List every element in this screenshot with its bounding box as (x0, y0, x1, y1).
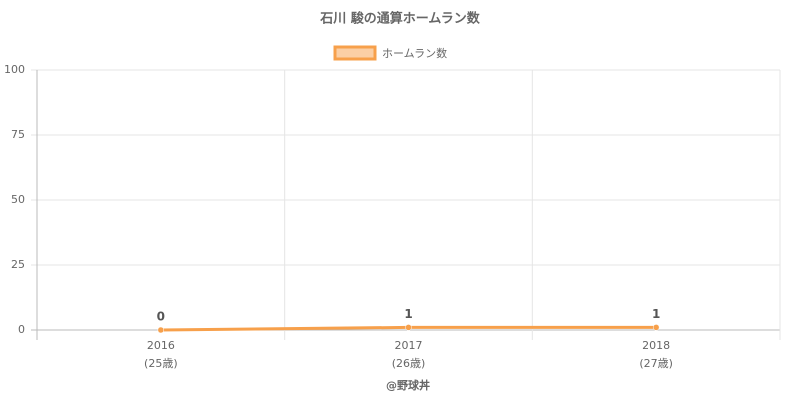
x-tick-label: 2017 (395, 339, 423, 352)
point (652, 324, 660, 331)
legend-swatch (333, 45, 377, 61)
legend-label: ホームラン数 (382, 47, 447, 60)
x-tick-label: (25歳) (144, 357, 178, 370)
point (405, 324, 412, 331)
x-tick-label: 2018 (642, 339, 670, 352)
y-tick-label: 50 (11, 193, 25, 206)
data-label: 0 (157, 310, 165, 324)
point (157, 326, 165, 334)
x-tick-label: (27歳) (639, 357, 673, 370)
y-tick-label: 75 (11, 128, 25, 141)
y-tick-label: 100 (4, 63, 25, 76)
x-tick-label: 2016 (147, 339, 175, 352)
chart-title: 石川 駿の通算ホームラン数 (319, 11, 480, 27)
y-tick-label: 0 (18, 323, 25, 336)
x-tick-label: (26歳) (392, 357, 426, 370)
y-tick-label: 25 (11, 258, 25, 271)
data-label: 1 (404, 307, 412, 321)
data-label: 1 (652, 307, 660, 321)
x-axis-label: @野球丼 (386, 378, 430, 392)
